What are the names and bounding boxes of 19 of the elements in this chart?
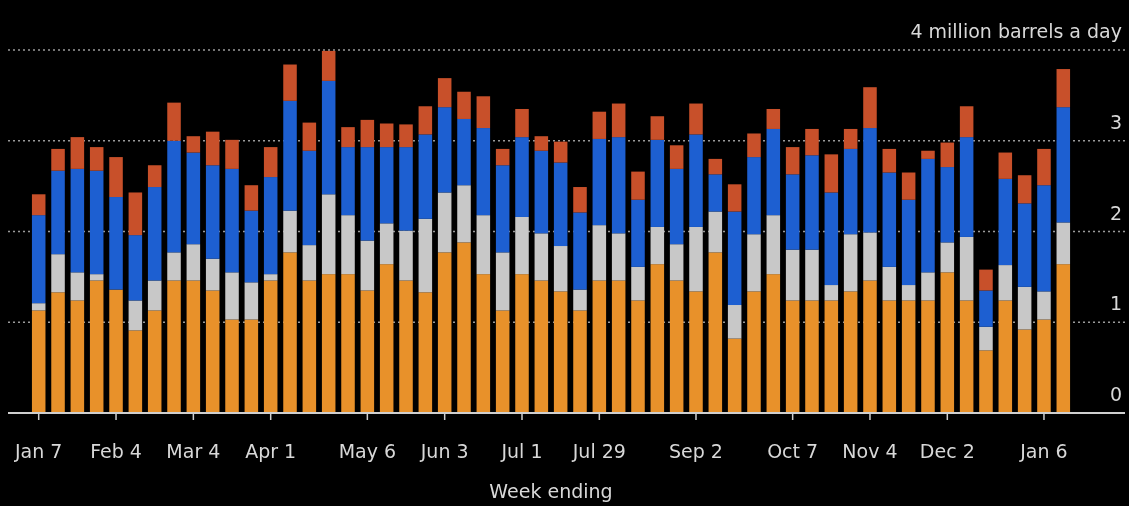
y-tick-label: 0 bbox=[1109, 383, 1122, 405]
x-tick-label: Jul 29 bbox=[571, 440, 626, 462]
x-tick-label: Jan 6 bbox=[1019, 440, 1068, 462]
x-tick-label: Dec 2 bbox=[919, 440, 975, 462]
x-tick-label: Nov 4 bbox=[842, 440, 898, 462]
x-tick-label: May 6 bbox=[338, 440, 397, 462]
x-tick-label: Jan 7 bbox=[13, 440, 63, 462]
x-tick-label: Sep 2 bbox=[669, 440, 723, 462]
x-tick-label: Jul 1 bbox=[500, 440, 543, 462]
x-tick-label: Feb 4 bbox=[90, 440, 142, 462]
x-tick-label: Jun 3 bbox=[419, 440, 469, 462]
y-tick-label: 2 bbox=[1109, 201, 1122, 224]
y-tick-label: 4 million barrels a day bbox=[910, 20, 1122, 42]
x-tick-label: Oct 7 bbox=[767, 440, 819, 462]
y-tick-label: 1 bbox=[1109, 292, 1122, 315]
x-tick-label: Apr 1 bbox=[245, 440, 297, 462]
x-axis-title: Week ending bbox=[489, 480, 613, 502]
y-tick-label: 3 bbox=[1109, 110, 1122, 133]
x-tick-label: Mar 4 bbox=[166, 440, 221, 462]
